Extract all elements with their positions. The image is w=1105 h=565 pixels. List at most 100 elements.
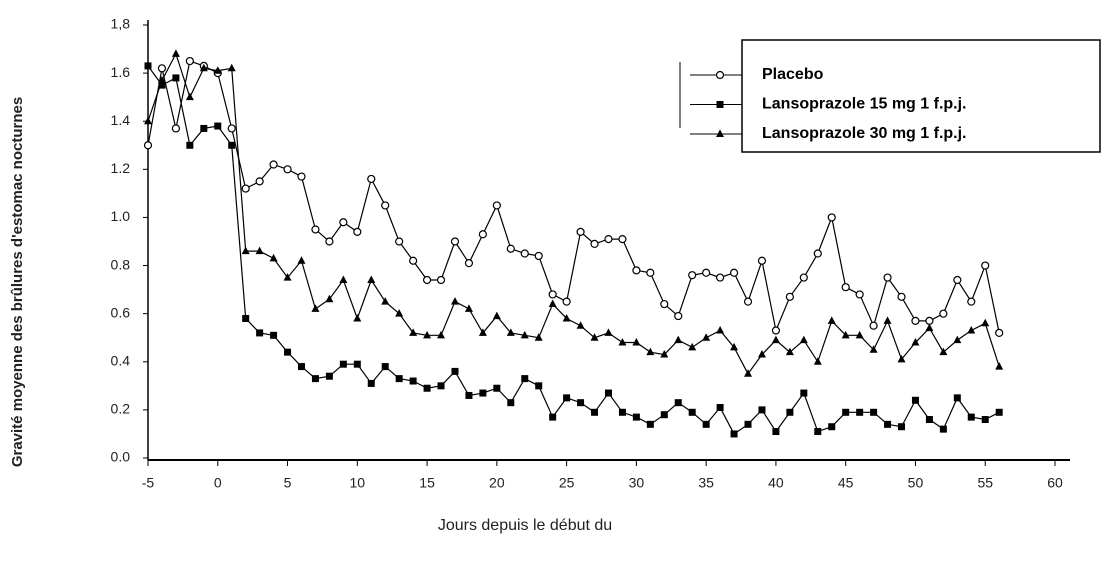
x-tick-label: 15 [419, 475, 435, 491]
point [842, 408, 850, 416]
legend-marker [716, 129, 724, 137]
x-tick-label: 60 [1047, 475, 1063, 491]
point [478, 328, 487, 336]
point [563, 394, 571, 402]
point [870, 408, 878, 416]
point [171, 124, 181, 133]
point [632, 338, 641, 346]
y-tick-label: 1.4 [111, 112, 131, 128]
point [562, 313, 571, 322]
x-tick-label: 45 [838, 475, 854, 491]
point [450, 237, 460, 246]
point [520, 330, 529, 339]
point [953, 275, 962, 285]
y-tick-label: 0.4 [111, 352, 131, 368]
point [241, 246, 250, 255]
point [827, 213, 836, 222]
point [506, 328, 515, 336]
x-tick-label: 50 [908, 475, 924, 491]
point [311, 304, 320, 312]
point [591, 408, 599, 416]
point [884, 420, 892, 428]
point [395, 375, 403, 383]
point [618, 408, 626, 416]
point [492, 311, 501, 320]
point [785, 347, 794, 356]
point [744, 369, 753, 377]
point [786, 408, 794, 416]
point [227, 124, 236, 133]
x-tick-label: 40 [768, 475, 784, 491]
point [144, 116, 152, 125]
point [270, 331, 278, 339]
y-tick-label: 0.6 [111, 304, 131, 320]
point [799, 273, 808, 282]
point [758, 406, 766, 414]
point [897, 292, 906, 301]
point [716, 403, 724, 411]
point [284, 348, 292, 356]
point [814, 428, 822, 436]
point [311, 225, 320, 234]
point [855, 290, 864, 299]
x-tick-label: -5 [142, 475, 155, 491]
point [688, 271, 697, 280]
point [311, 375, 319, 383]
point [200, 124, 208, 132]
point [283, 165, 292, 174]
point [423, 330, 432, 339]
point [172, 74, 180, 82]
y-tick-label: 1,8 [111, 16, 131, 32]
y-tick-label: 1.0 [111, 208, 131, 224]
point [185, 92, 194, 101]
point [227, 63, 236, 72]
point [660, 411, 668, 419]
point [688, 342, 697, 351]
point [436, 275, 446, 285]
point [869, 321, 878, 330]
point [297, 256, 306, 264]
point [604, 328, 613, 336]
point [730, 430, 738, 438]
point [325, 294, 334, 303]
point [339, 360, 347, 368]
point [506, 244, 515, 253]
legend-text: Lansoprazole 15 mg 1 f.p.j. [762, 96, 967, 113]
point [772, 428, 780, 436]
point [269, 253, 278, 262]
point [939, 425, 947, 433]
y-axis-label: Gravité moyenne des brûlures d'estomac n… [9, 97, 26, 467]
point [395, 309, 404, 317]
point [967, 326, 976, 334]
point [618, 234, 627, 244]
point [785, 292, 794, 301]
point [186, 141, 194, 149]
point [576, 227, 585, 236]
x-tick-label: 10 [350, 475, 366, 491]
point [604, 234, 613, 244]
point [339, 218, 348, 227]
point [702, 333, 711, 341]
point [157, 75, 166, 84]
point [143, 141, 153, 150]
legend-marker [715, 70, 725, 80]
point [464, 304, 473, 312]
point [646, 268, 655, 277]
point [688, 408, 696, 416]
point [590, 239, 599, 249]
point [813, 249, 822, 258]
legend-text: Placebo [762, 66, 824, 83]
point [925, 316, 934, 325]
point [464, 259, 474, 268]
point [521, 375, 529, 383]
point [939, 347, 948, 356]
point [185, 56, 194, 66]
point [771, 335, 780, 344]
point [911, 396, 919, 404]
point [367, 174, 376, 184]
point [995, 408, 1003, 416]
point [492, 201, 501, 210]
x-tick-label: 30 [629, 475, 645, 491]
point [409, 377, 417, 385]
